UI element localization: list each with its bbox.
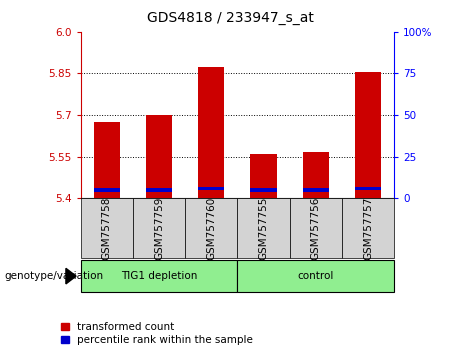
Polygon shape xyxy=(66,268,76,284)
Text: GSM757758: GSM757758 xyxy=(102,196,112,260)
Bar xyxy=(355,187,381,190)
Text: GSM757755: GSM757755 xyxy=(259,196,269,260)
Bar xyxy=(237,198,290,258)
Legend: transformed count, percentile rank within the sample: transformed count, percentile rank withi… xyxy=(60,322,253,345)
Bar xyxy=(250,188,277,192)
Text: TIG1 depletion: TIG1 depletion xyxy=(121,271,197,281)
Bar xyxy=(303,188,329,192)
Text: GSM757760: GSM757760 xyxy=(206,197,216,260)
Bar xyxy=(146,188,172,192)
Bar xyxy=(198,187,225,190)
Text: GDS4818 / 233947_s_at: GDS4818 / 233947_s_at xyxy=(147,11,314,25)
Text: GSM757759: GSM757759 xyxy=(154,196,164,260)
Bar xyxy=(303,153,329,198)
Bar xyxy=(342,198,394,258)
Text: control: control xyxy=(298,271,334,281)
Bar xyxy=(133,198,185,258)
Text: GSM757756: GSM757756 xyxy=(311,196,321,260)
Bar xyxy=(237,260,394,292)
Bar xyxy=(94,188,120,192)
Bar xyxy=(198,67,225,198)
Bar xyxy=(250,154,277,198)
Bar xyxy=(146,115,172,198)
Text: genotype/variation: genotype/variation xyxy=(5,271,104,281)
Bar xyxy=(290,198,342,258)
Bar xyxy=(81,198,133,258)
Bar xyxy=(185,198,237,258)
Bar xyxy=(81,260,237,292)
Bar xyxy=(94,122,120,198)
Bar xyxy=(355,72,381,198)
Text: GSM757757: GSM757757 xyxy=(363,196,373,260)
